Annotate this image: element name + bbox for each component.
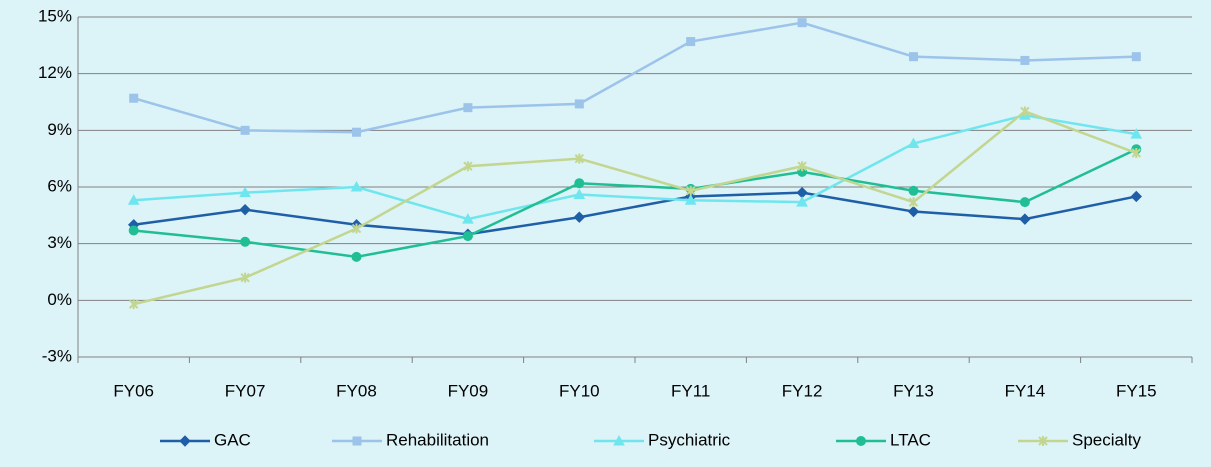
marker — [574, 99, 584, 109]
series — [127, 186, 1143, 240]
marker — [909, 52, 918, 62]
marker — [240, 236, 251, 247]
marker — [907, 205, 920, 218]
marker — [240, 125, 250, 135]
x-tick-label: FY07 — [225, 381, 266, 400]
legend-label: Rehabilitation — [386, 430, 489, 449]
series — [128, 106, 1142, 310]
marker — [239, 203, 251, 216]
marker — [613, 434, 625, 446]
marker — [128, 225, 139, 236]
marker — [1019, 197, 1030, 208]
y-tick-label: 0% — [47, 290, 72, 309]
marker — [462, 213, 474, 224]
marker — [463, 161, 473, 172]
marker — [351, 251, 362, 262]
marker — [1038, 436, 1048, 446]
marker — [797, 161, 807, 172]
marker — [908, 197, 919, 208]
marker — [1020, 55, 1030, 65]
marker — [1019, 213, 1031, 225]
legend-label: Specialty — [1072, 430, 1141, 449]
legend-label: Psychiatric — [648, 430, 731, 449]
x-tick-label: FY12 — [782, 381, 823, 400]
marker — [1130, 128, 1143, 139]
marker — [574, 153, 585, 164]
x-tick-label: FY13 — [893, 381, 934, 400]
marker — [796, 196, 808, 207]
y-tick-label: -3% — [42, 346, 72, 365]
marker — [856, 436, 866, 446]
marker — [463, 103, 473, 113]
marker — [351, 223, 362, 234]
y-tick-label: 6% — [47, 176, 72, 195]
marker — [128, 299, 139, 310]
y-tick-label: 9% — [47, 120, 72, 139]
marker — [686, 37, 696, 47]
marker — [684, 194, 697, 205]
marker — [573, 188, 586, 200]
marker — [239, 186, 251, 198]
marker — [352, 436, 362, 446]
x-tick-label: FY10 — [559, 381, 600, 400]
y-tick-label: 12% — [38, 63, 72, 82]
line — [133, 110, 1137, 306]
x-tick-label: FY09 — [448, 381, 489, 400]
marker — [129, 93, 139, 103]
legend-label: LTAC — [890, 430, 931, 449]
x-tick-label: FY11 — [671, 381, 710, 400]
x-tick-label: FY08 — [336, 381, 377, 400]
marker — [685, 185, 696, 196]
x-tick-label: FY15 — [1116, 381, 1157, 400]
line — [133, 148, 1137, 259]
y-tick-label: 3% — [47, 233, 72, 252]
y-tick-label: 15% — [38, 6, 72, 25]
series — [129, 18, 1141, 137]
marker — [1131, 148, 1142, 158]
legend-label: GAC — [214, 430, 251, 449]
marker — [1020, 106, 1030, 117]
marker — [350, 180, 363, 192]
marker — [462, 231, 473, 242]
x-tick-label: FY14 — [1005, 381, 1046, 400]
marker — [797, 18, 807, 28]
marker — [352, 127, 361, 137]
x-tick-label: FY06 — [113, 381, 154, 400]
marker — [240, 272, 250, 283]
marker — [179, 435, 191, 447]
marker — [1131, 52, 1141, 62]
marker — [573, 211, 586, 223]
marker — [574, 178, 585, 189]
line — [133, 191, 1137, 236]
line — [133, 113, 1137, 221]
marker — [1130, 190, 1143, 203]
line — [133, 21, 1137, 134]
marker — [907, 137, 920, 149]
marker — [127, 194, 140, 205]
marker — [908, 185, 919, 196]
series — [127, 109, 1143, 224]
